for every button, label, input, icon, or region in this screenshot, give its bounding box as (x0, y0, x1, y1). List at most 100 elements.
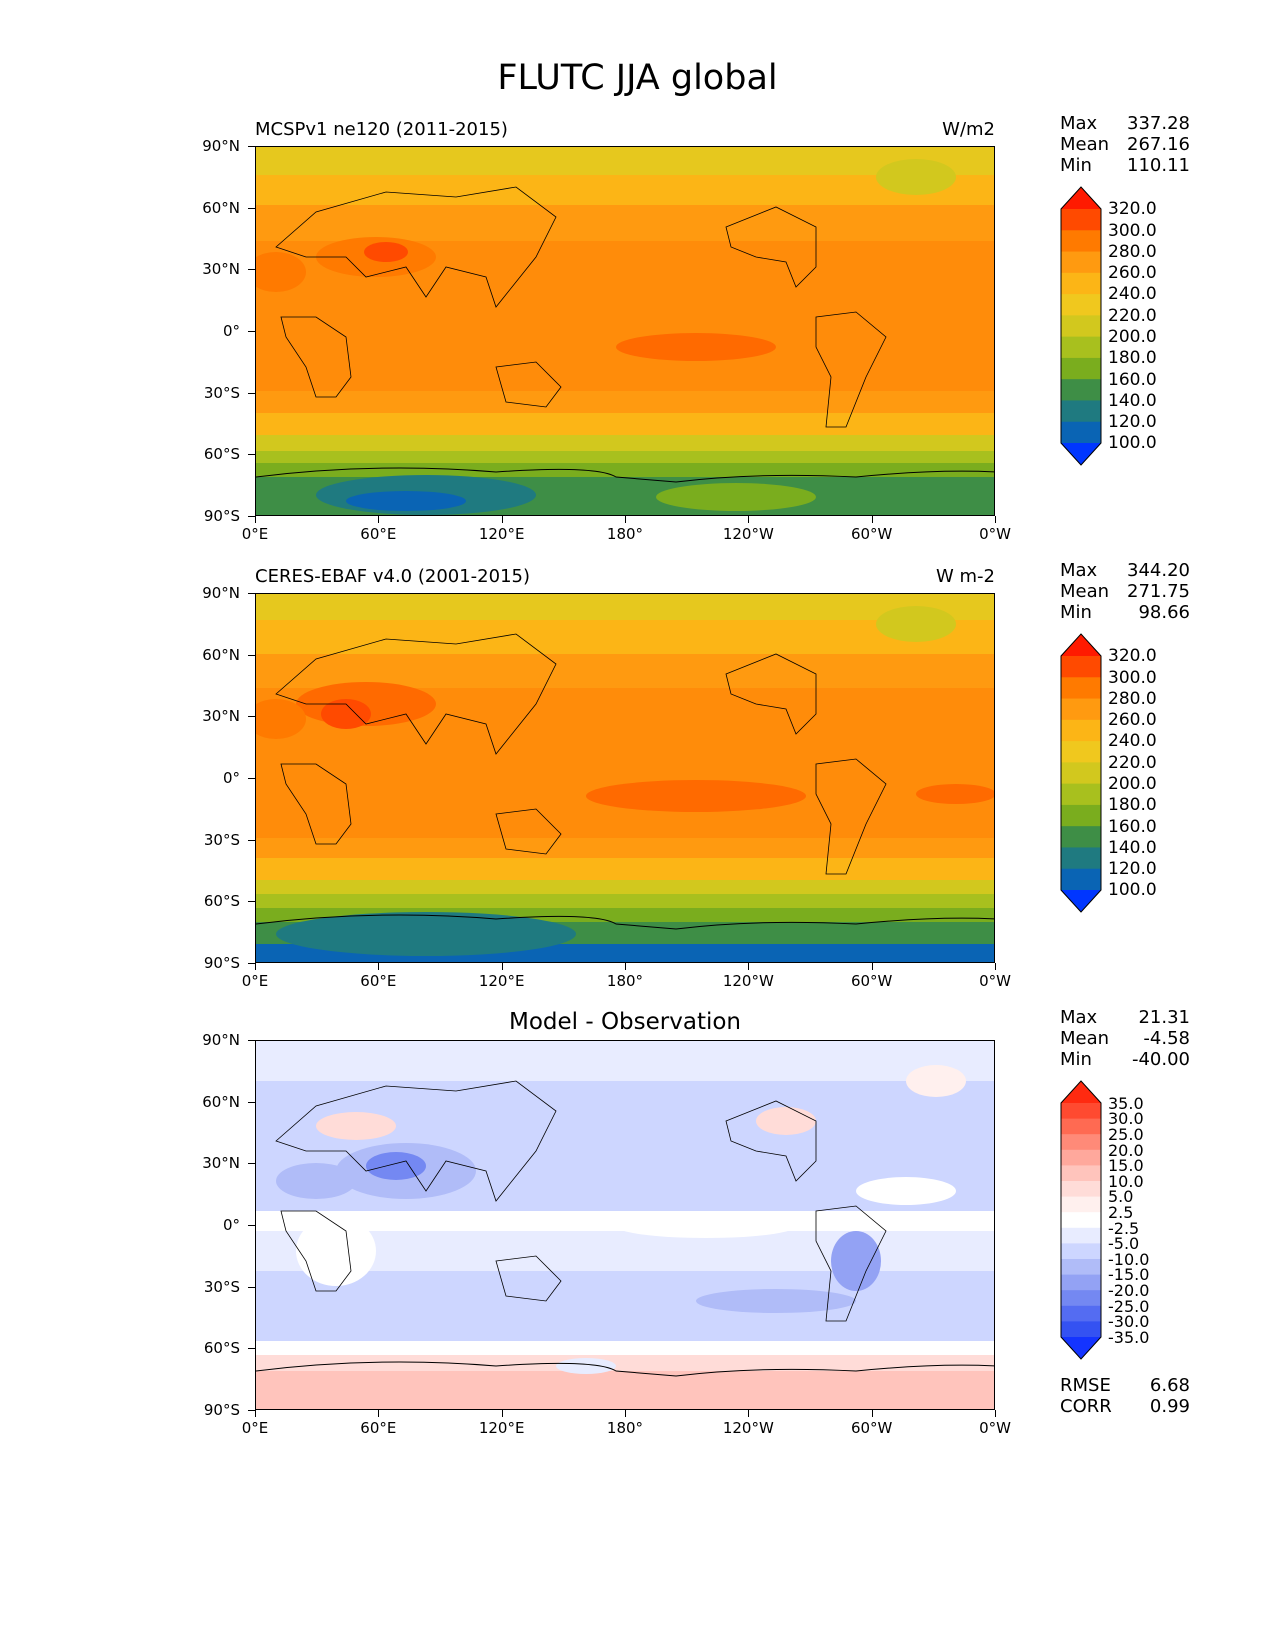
lon-tick (871, 963, 873, 970)
colorbar-svg (1060, 186, 1102, 466)
stat-label: Mean (1060, 581, 1110, 602)
colorbar-bin (1061, 1149, 1101, 1166)
stat-min: -40.00 (1131, 1049, 1190, 1070)
lat-tick-label: 30°S (203, 1277, 240, 1296)
lon-tick-label: 0°W (979, 525, 1011, 543)
colorbar-bin (1061, 294, 1101, 316)
colorbar-bin (1061, 251, 1101, 274)
colorbar-bin (1061, 826, 1101, 848)
lat-tick (248, 1040, 255, 1041)
colorbar-bin (1061, 357, 1101, 380)
colorbar-tick-label: 200.0 (1108, 326, 1157, 347)
lon-tick (255, 516, 256, 523)
colorbar-tick-label: -25.0 (1108, 1296, 1150, 1316)
colorbar-bin (1061, 230, 1101, 253)
colorbar-tick-label: 280.0 (1108, 241, 1157, 262)
lat-tick (248, 654, 255, 656)
colorbar-bin (1061, 1212, 1101, 1229)
colorbar-tick-label: 15.0 (1108, 1156, 1144, 1176)
lon-tick (625, 516, 626, 523)
colorbar-bin (1061, 421, 1101, 444)
colorbar-tick-label: 5.0 (1108, 1187, 1134, 1207)
colorbar-bin (1061, 1290, 1101, 1307)
colorbar-tick-label: 140.0 (1108, 837, 1157, 858)
lon-tick-label: 180° (606, 1419, 644, 1437)
lon-tick-label: 0°W (979, 1419, 1011, 1437)
colorbar-tick-label: 30.0 (1108, 1109, 1144, 1129)
colorbar-bin (1061, 698, 1101, 721)
lon-tick (625, 963, 626, 970)
colorbar-svg (1060, 1080, 1102, 1360)
lat-tick (248, 1225, 255, 1226)
lon-tick (378, 1410, 380, 1417)
colorbar-tick-label: -2.5 (1108, 1218, 1140, 1238)
colorbar-bin (1061, 677, 1101, 700)
colorbar-bin (1061, 1305, 1101, 1322)
panel2-left-title: CERES-EBAF v4.0 (2001-2015) (255, 566, 531, 587)
metric-label: CORR (1060, 1396, 1112, 1417)
colorbar-tick-label: 160.0 (1108, 369, 1157, 390)
colorbar-tick-label: 10.0 (1108, 1171, 1144, 1191)
colorbar-extend-max (1061, 187, 1101, 209)
colorbar-extend-min (1061, 890, 1101, 912)
colorbar-tick-label: 100.0 (1108, 880, 1157, 901)
panel3-metrics: RMSE 6.68 CORR 0.99 (1060, 1375, 1190, 1417)
lat-tick-label: 30°S (203, 830, 240, 849)
colorbar-tick-label: 300.0 (1108, 220, 1157, 241)
stat-max: 337.28 (1127, 113, 1190, 134)
stat-mean: 267.16 (1127, 134, 1190, 155)
figure-title: FLUTC JJA global (497, 58, 778, 98)
colorbar-bin (1061, 804, 1101, 827)
colorbar-tick-label: 300.0 (1108, 667, 1157, 688)
lon-tick (625, 1410, 626, 1417)
stat-max: 344.20 (1127, 560, 1190, 581)
panel1-colorbar: 320.0 300.0 280.0 260.0 240.0 220.0 200.0 180.0… (1060, 186, 1190, 466)
panel2-stats: Max 344.20 Mean 271.75 Min 98.66 (1060, 560, 1190, 623)
lon-tick (501, 1410, 503, 1417)
lon-tick (995, 1410, 996, 1417)
colorbar-tick-label: 260.0 (1108, 263, 1157, 284)
colorbar-tick-label: 180.0 (1108, 348, 1157, 369)
lat-tick (248, 516, 255, 517)
stat-label: Max (1060, 560, 1098, 581)
lon-tick-label: 180° (606, 525, 644, 543)
lat-tick-label: 90°N (202, 584, 240, 602)
colorbar-extend-min (1061, 443, 1101, 465)
colorbar-extend-min (1061, 1337, 1101, 1359)
colorbar-bin (1061, 741, 1101, 763)
lat-tick-label: 60°N (202, 645, 240, 664)
lon-tick (871, 516, 873, 523)
colorbar-bin (1061, 336, 1101, 359)
colorbar-tick-label: -30.0 (1108, 1312, 1150, 1332)
colorbar-bin (1061, 762, 1101, 785)
lat-tick (248, 146, 255, 147)
colorbar-bin (1061, 783, 1101, 806)
lon-tick-label: 60°W (850, 972, 893, 990)
lat-tick-label: 60°S (203, 445, 240, 464)
stat-label: Min (1060, 155, 1092, 176)
lat-tick-label: 30°N (202, 260, 240, 279)
lat-tick (248, 963, 255, 964)
colorbar-tick-label: 160.0 (1108, 816, 1157, 837)
lon-tick-label: 120°E (478, 972, 525, 990)
lat-tick (248, 716, 255, 718)
stat-label: Mean (1060, 134, 1110, 155)
panel3-colorbar: 35.0 30.0 25.0 20.0 15.0 10.0 5.0 2.5 -2.5 -5.0 -1… (1060, 1080, 1190, 1360)
colorbar-tick-label: 25.0 (1108, 1125, 1144, 1144)
lon-tick-label: 60°E (360, 525, 397, 543)
lat-tick (248, 1410, 255, 1411)
lon-tick (255, 1410, 256, 1417)
colorbar-bin (1061, 1321, 1101, 1338)
lat-tick (248, 839, 255, 841)
colorbar-tick-label: 20.0 (1108, 1140, 1144, 1160)
lon-tick-label: 120°W (722, 972, 774, 990)
lon-tick-label: 60°W (850, 525, 893, 543)
colorbar-tick-label: -20.0 (1108, 1281, 1150, 1300)
lon-tick (995, 963, 996, 970)
stat-label: Max (1060, 113, 1098, 134)
panel1-left-title: MCSPv1 ne120 (2011-2015) (255, 119, 508, 140)
corr-value: 0.99 (1149, 1396, 1190, 1417)
colorbar-bin (1061, 272, 1101, 295)
colorbar-tick-label: 320.0 (1108, 199, 1157, 220)
colorbar-extend-max (1061, 634, 1101, 656)
